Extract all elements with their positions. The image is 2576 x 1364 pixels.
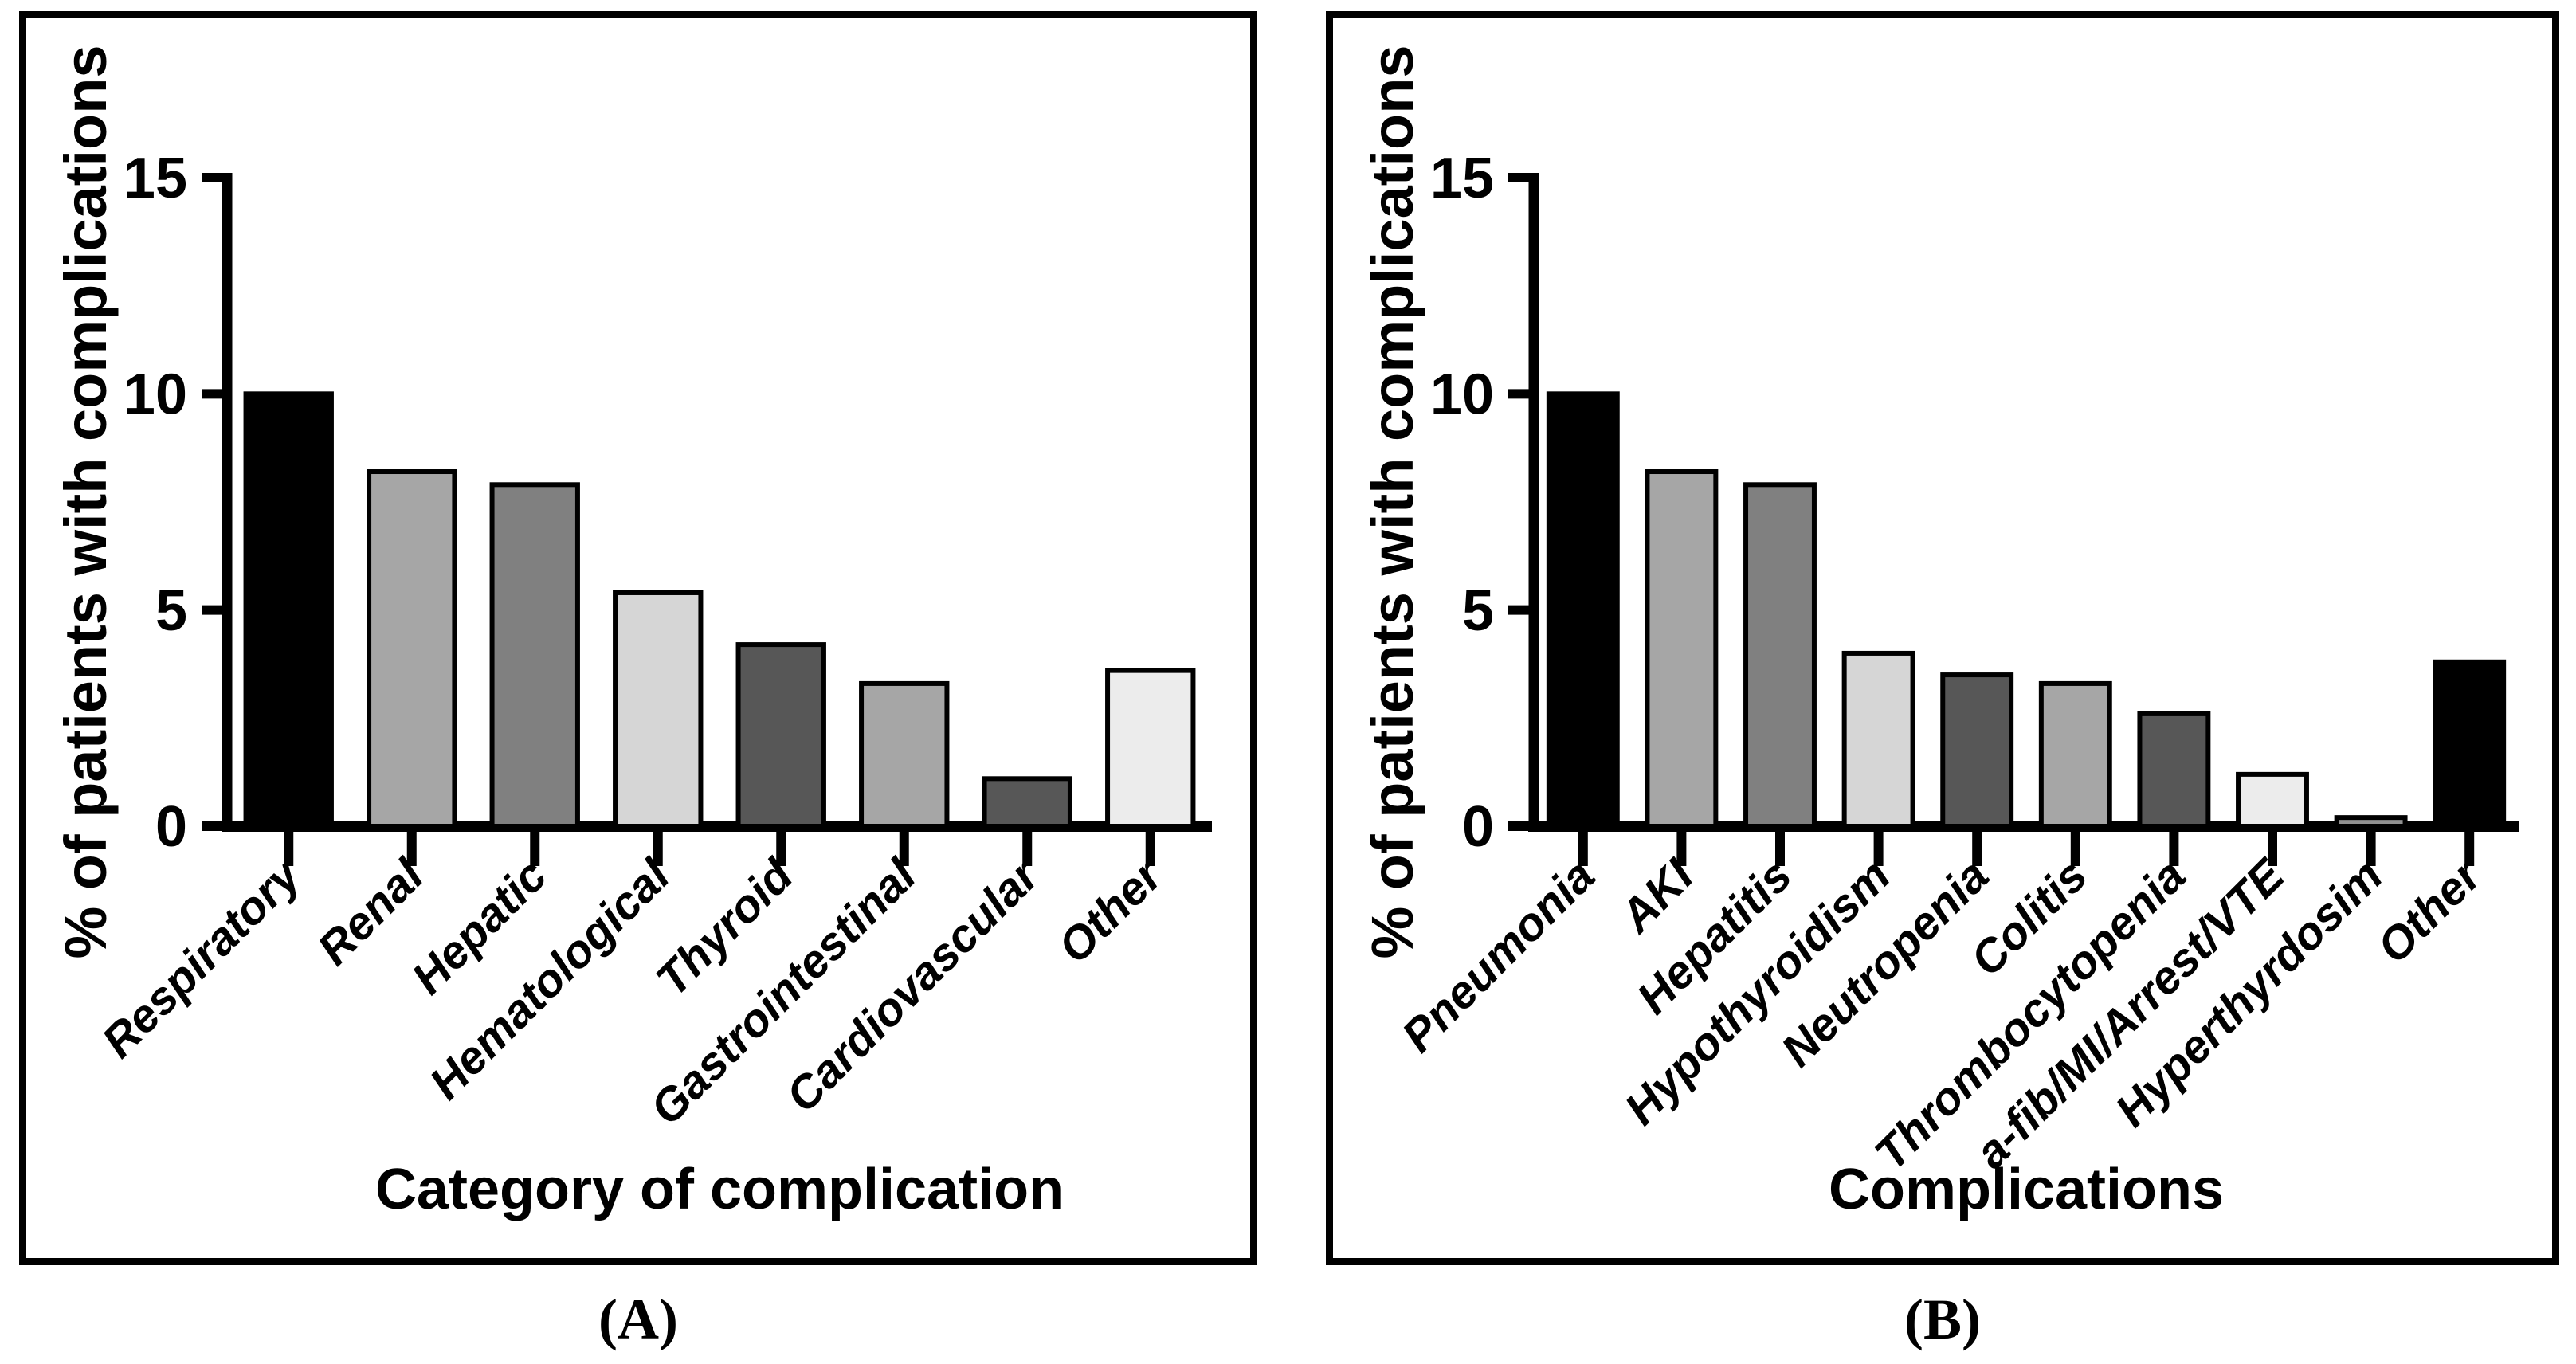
- bar-pneumonia: [1546, 391, 1620, 829]
- bar-other: [1105, 668, 1196, 829]
- panel-a: 0 5 10 15 Respiratory Renal Hepatic Hematologic…: [19, 11, 1257, 1265]
- bar-hepatitis: [1743, 482, 1817, 829]
- bar-neutropenia: [1940, 672, 2014, 829]
- x-axis-title: Complications: [1829, 1158, 2224, 1221]
- panel-a-bar-chart: 051015RespiratoryRenalHepaticHematologic…: [53, 45, 1212, 1221]
- bar-respiratory: [243, 391, 334, 829]
- y-axis-title: % of patients with complications: [1359, 45, 1425, 958]
- bar-thyroid: [735, 642, 826, 829]
- y-tick-label-5: 5: [155, 579, 187, 643]
- bar-other: [2433, 659, 2507, 829]
- bar-colitis: [2038, 680, 2112, 829]
- bar-hepatic: [489, 482, 580, 829]
- bar-hematological: [613, 590, 704, 829]
- bar-hyperthyrdosim: [2334, 815, 2408, 829]
- y-tick-label-10: 10: [124, 363, 187, 427]
- bar-a-fib-mi-arrest-vte: [2236, 771, 2309, 829]
- bar-thrombocytopenia: [2137, 711, 2211, 829]
- panel-b: 0 5 10 15 Pneumonia AKI Hepatitis Hypothyroidis…: [1326, 11, 2559, 1265]
- y-tick-label-15: 15: [1430, 147, 1494, 210]
- y-tick-label-10: 10: [1430, 363, 1494, 427]
- bar-aki: [1645, 469, 1719, 829]
- x-tick-label-other: Other: [2367, 848, 2493, 974]
- y-tick-label-0: 0: [1462, 795, 1494, 859]
- bar-hypothyroidism: [1841, 650, 1915, 829]
- panel-b-caption: (B): [1904, 1288, 1981, 1351]
- panel-a-caption: (A): [598, 1288, 678, 1351]
- x-tick-label-other: Other: [1049, 848, 1174, 974]
- y-axis-title: % of patients with complications: [53, 45, 119, 958]
- y-tick-label-0: 0: [155, 795, 187, 859]
- x-axis-title: Category of complication: [375, 1158, 1064, 1221]
- y-tick-label-15: 15: [124, 147, 187, 210]
- x-tick-label-respiratory: Respiratory: [92, 848, 312, 1068]
- bar-renal: [367, 469, 457, 829]
- bar-gastrointestinal: [859, 680, 950, 829]
- y-tick-label-5: 5: [1462, 579, 1494, 643]
- bar-cardiovascular: [982, 776, 1072, 829]
